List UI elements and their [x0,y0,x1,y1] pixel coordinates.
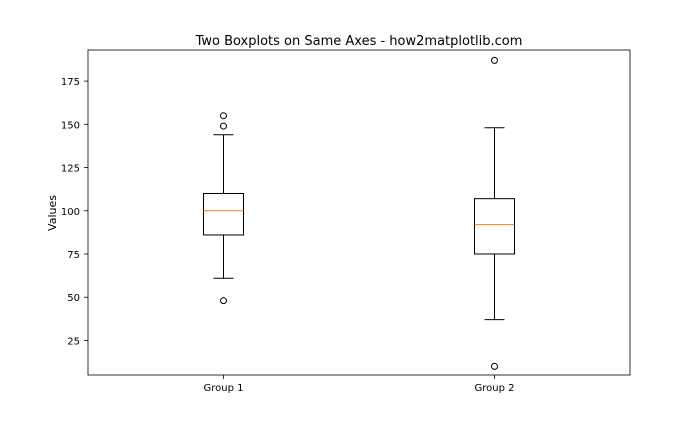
outlier-point [220,122,227,130]
outlier-point [491,56,498,64]
outlier-point [220,112,227,120]
x-tick-label: Group 1 [204,383,244,394]
axes-frame [87,49,631,376]
y-tick-label: 150 [61,120,80,131]
outlier-point [491,362,498,370]
y-tick-label: 125 [61,164,80,175]
box-iqr [203,192,244,236]
y-tick-label: 25 [67,336,80,347]
x-tick-label: Group 2 [475,383,515,394]
y-tick-label: 50 [67,293,80,304]
plot-area: 25 50 75 100 125 150 175 Group 1 Group 2 [61,49,631,394]
y-tick-label: 75 [67,250,80,261]
y-axis-label: Values [46,195,59,231]
box-iqr [474,198,515,255]
chart-title: Two Boxplots on Same Axes - how2matplotl… [195,34,523,49]
outlier-point [220,297,227,305]
y-tick-label: 100 [61,207,80,218]
y-tick-label: 175 [61,77,80,88]
